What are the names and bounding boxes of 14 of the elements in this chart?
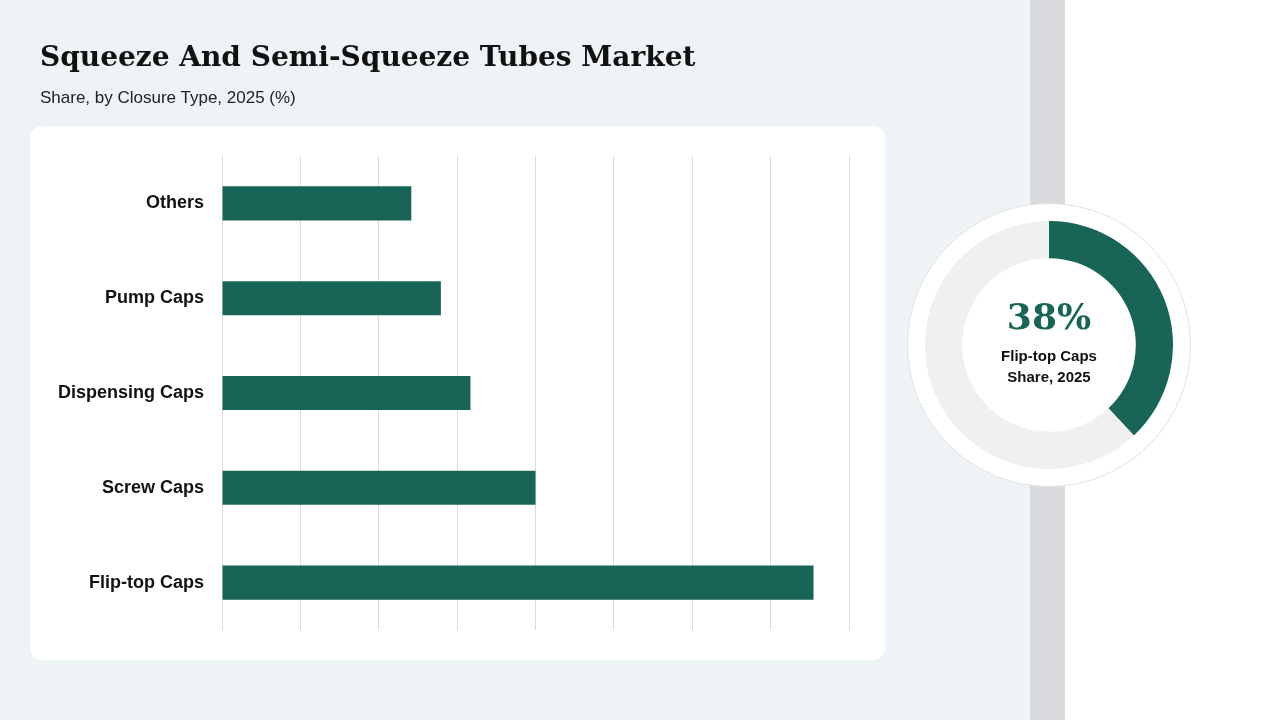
- bar: [222, 281, 441, 316]
- y-tick-label: Flip-top Caps: [89, 571, 205, 592]
- text: Flip-top Caps Share, 2025: [1000, 346, 1098, 387]
- chart-title: Squeeze And Semi-Squeeze Tubes Market: [40, 40, 696, 73]
- bar: [222, 470, 536, 505]
- bar: [222, 186, 412, 221]
- y-tick-label: Pump Caps: [105, 287, 205, 308]
- bar: [222, 375, 471, 411]
- bar: [222, 565, 814, 600]
- y-tick-label: Others: [146, 192, 205, 213]
- y-tick-label: Dispensing Caps: [58, 381, 205, 402]
- y-tick-label: Screw Caps: [101, 476, 205, 497]
- chart-subtitle: Share, by Closure Type, 2025 (%): [40, 88, 296, 108]
- text: 38%: [1005, 295, 1093, 337]
